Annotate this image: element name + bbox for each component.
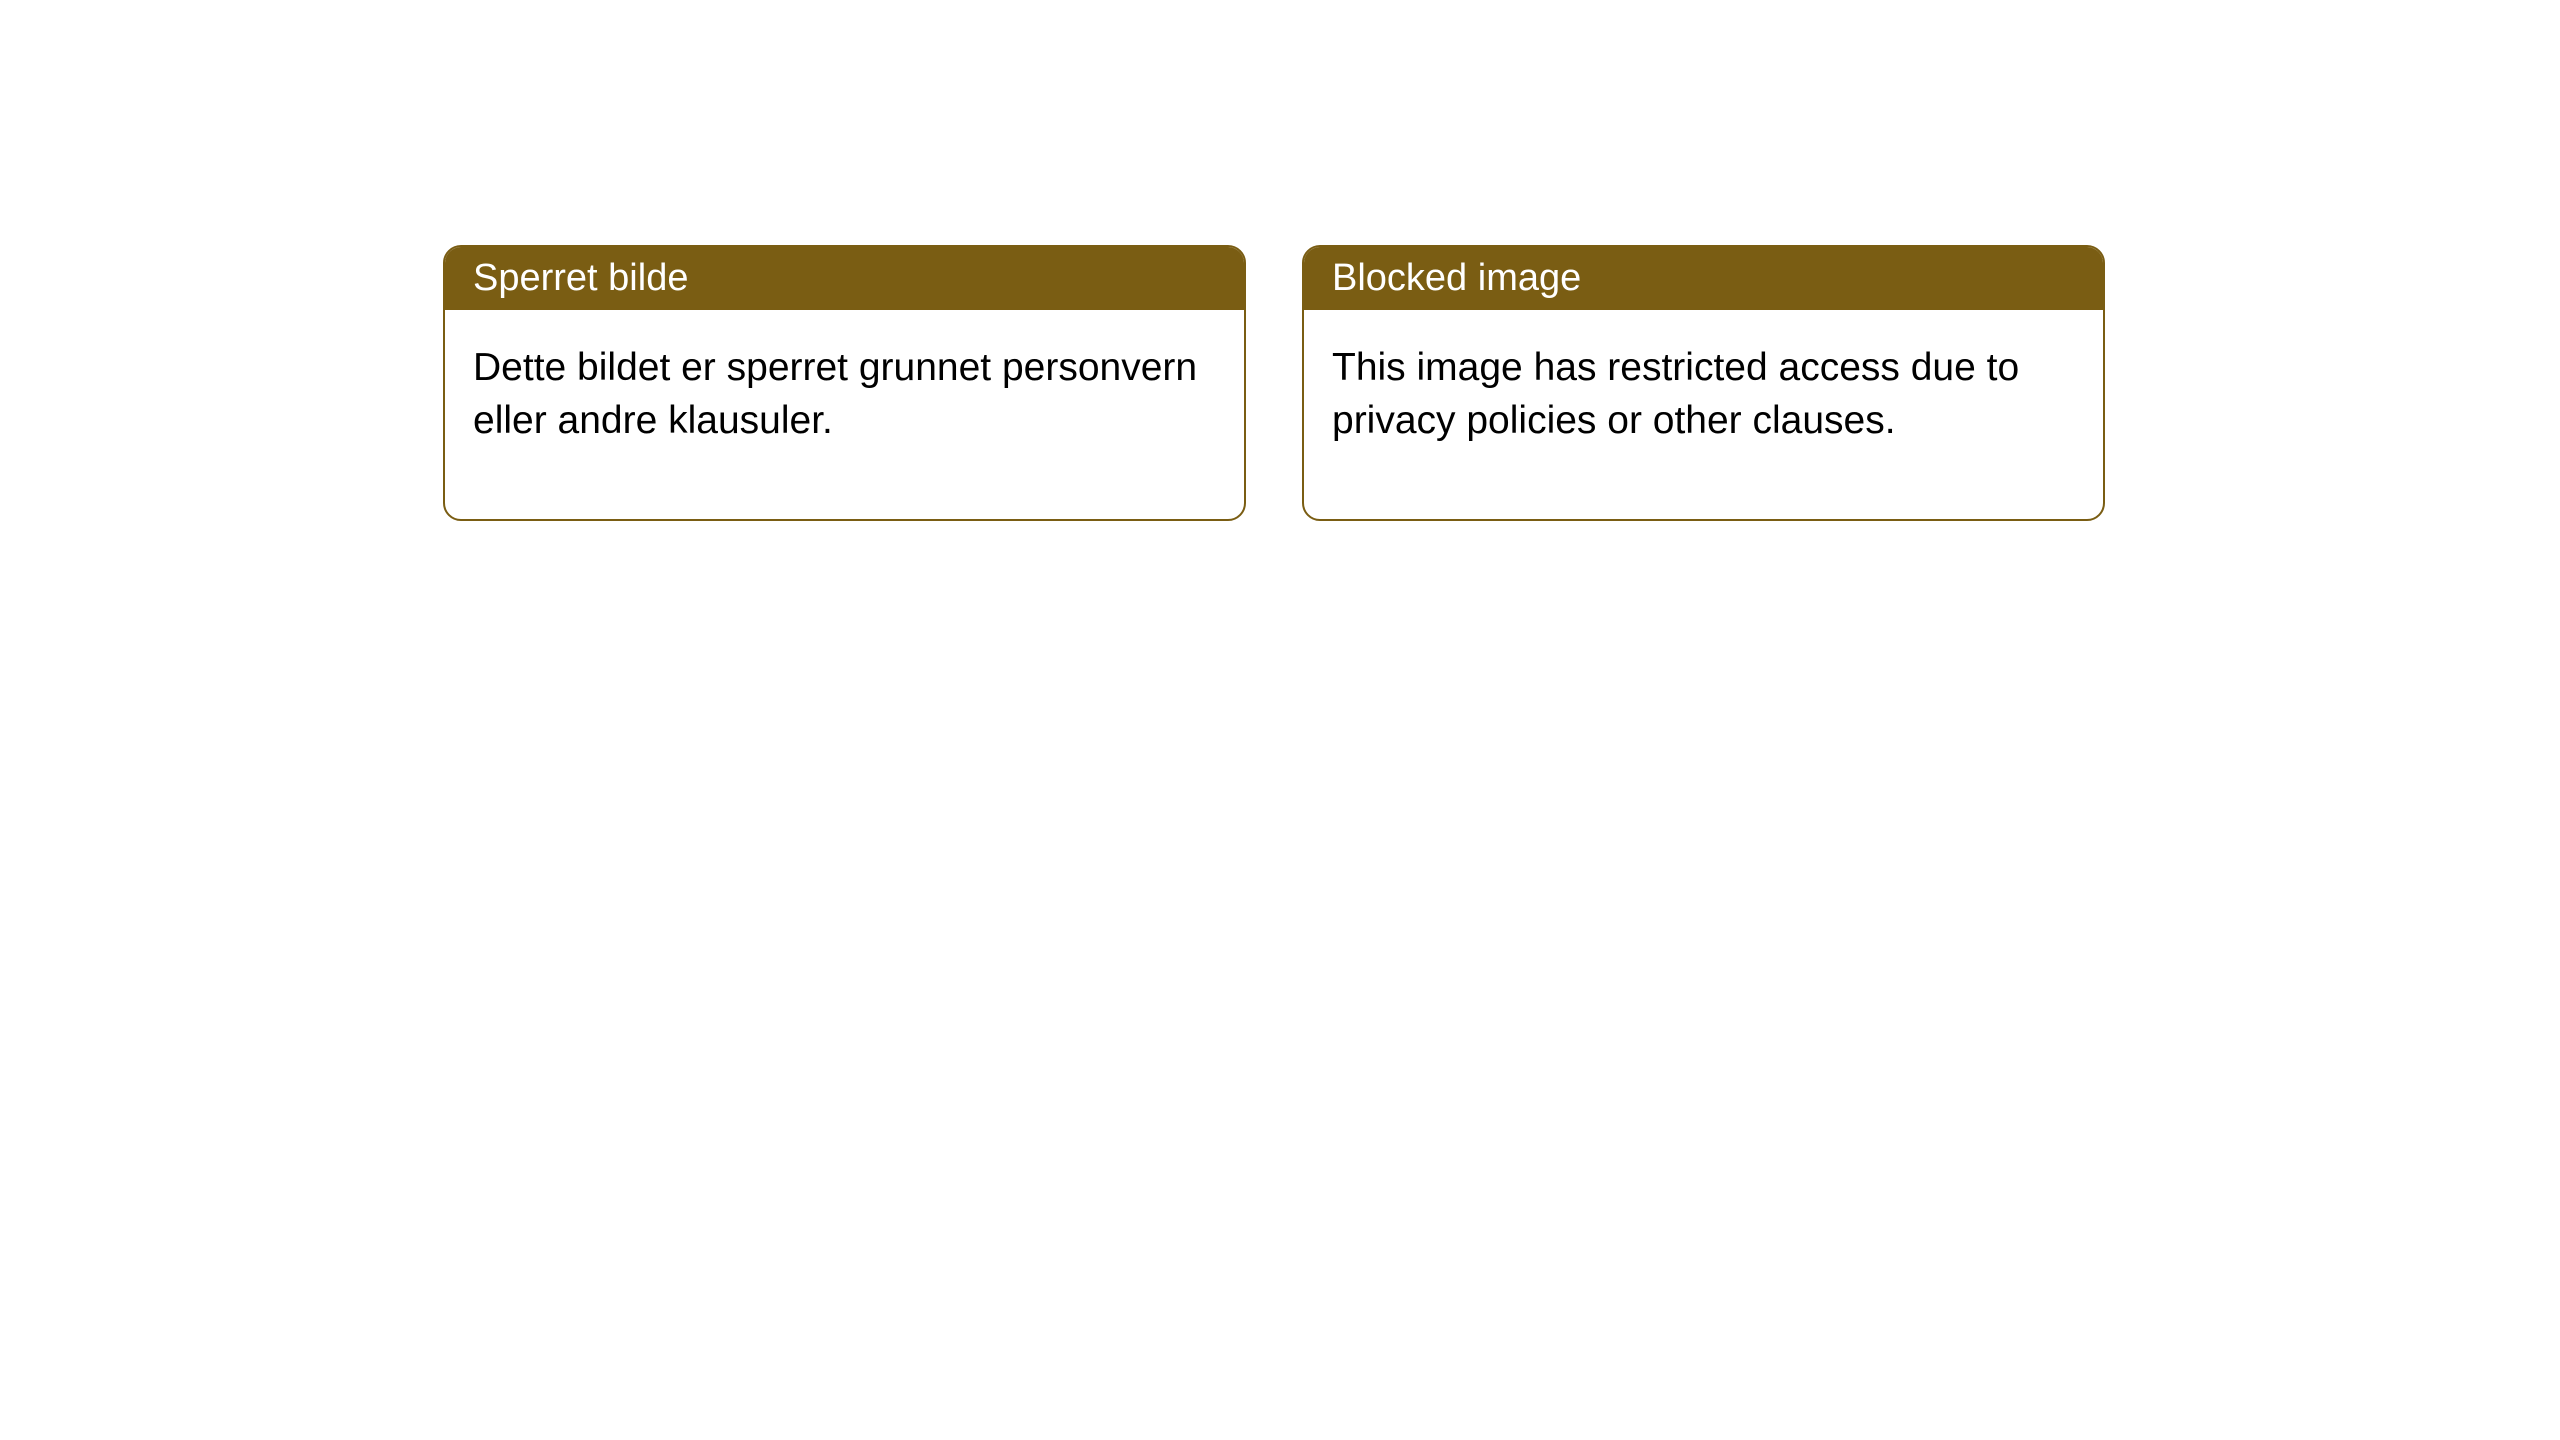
card-body-en: This image has restricted access due to …: [1304, 310, 2103, 519]
blocked-image-card-no: Sperret bilde Dette bildet er sperret gr…: [443, 245, 1246, 521]
cards-container: Sperret bilde Dette bildet er sperret gr…: [443, 245, 2105, 521]
card-body-no: Dette bildet er sperret grunnet personve…: [445, 310, 1244, 519]
card-title-en: Blocked image: [1304, 247, 2103, 310]
card-title-no: Sperret bilde: [445, 247, 1244, 310]
blocked-image-card-en: Blocked image This image has restricted …: [1302, 245, 2105, 521]
